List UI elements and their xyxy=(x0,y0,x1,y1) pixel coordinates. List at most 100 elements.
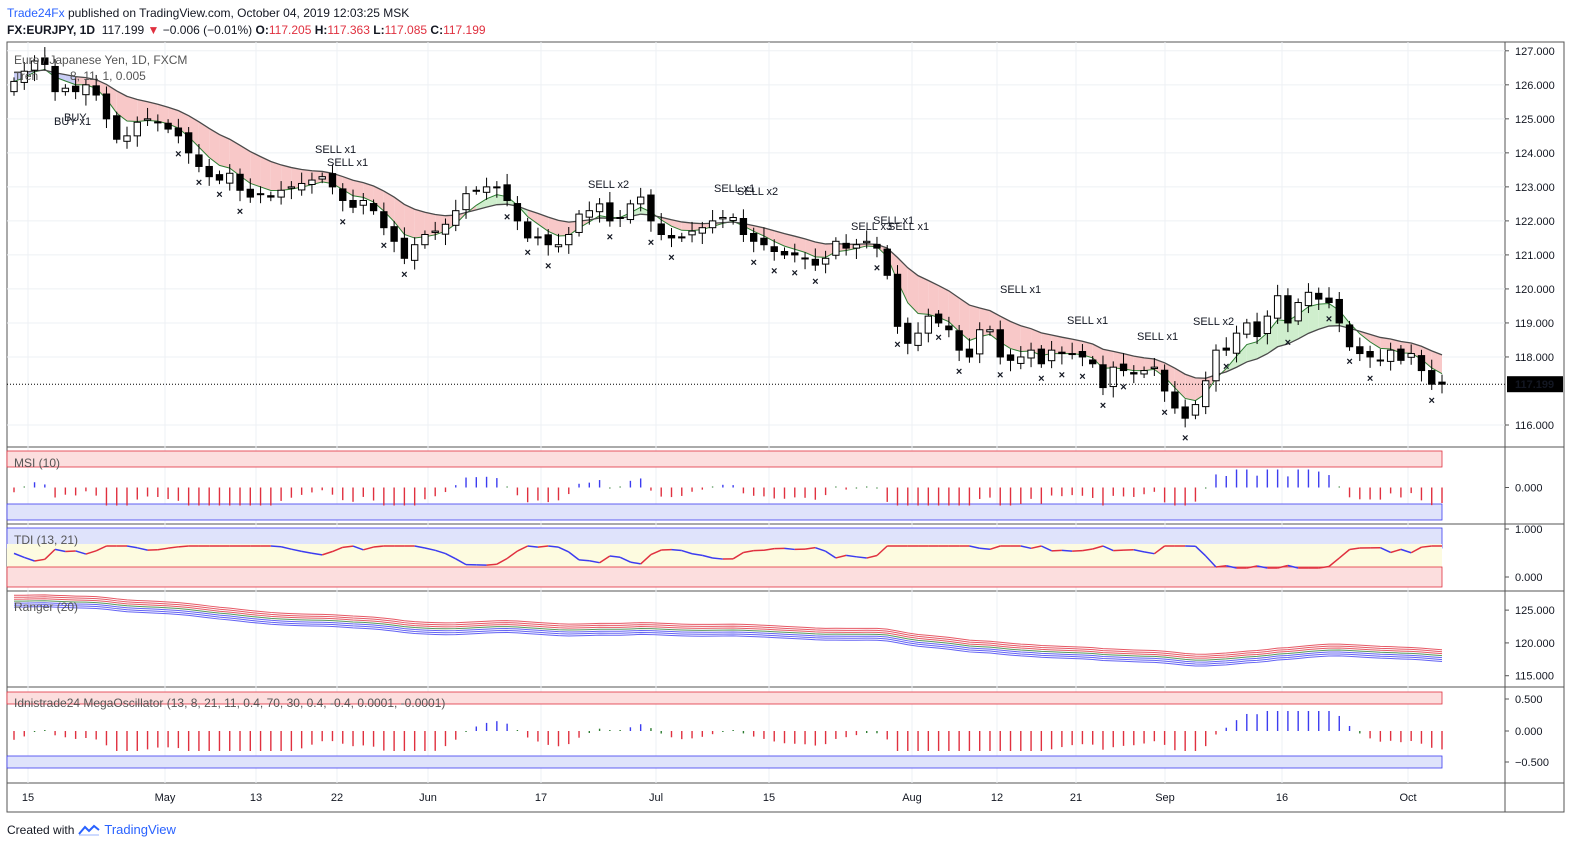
candle-body xyxy=(1428,370,1436,385)
x-tick-label: Jun xyxy=(419,792,437,804)
trend-cloud-segment xyxy=(281,164,292,191)
candle-body xyxy=(1089,359,1097,365)
tdi-line-segment xyxy=(630,561,641,565)
candle-body xyxy=(729,216,737,222)
tdi-line-segment xyxy=(732,551,744,560)
candle-body xyxy=(1150,366,1159,370)
trend-cloud-segment xyxy=(1164,362,1175,388)
candle-body xyxy=(215,174,224,181)
sell-signal-label: SELL x1 xyxy=(888,221,929,233)
ranger-line xyxy=(13,602,1443,663)
candle-body xyxy=(554,244,563,248)
candle-body xyxy=(1222,347,1230,351)
candle-body xyxy=(380,211,388,229)
trend-cloud-segment xyxy=(270,161,282,191)
candle-body xyxy=(1284,295,1292,324)
trend-cloud-segment xyxy=(959,297,970,341)
candle-body xyxy=(154,121,162,124)
sell-marker: × xyxy=(1223,361,1229,373)
tdi-line-segment xyxy=(1226,565,1237,569)
candle-body xyxy=(647,194,655,222)
down-triangle-icon: ▼ xyxy=(147,23,160,37)
candle-body xyxy=(143,118,152,121)
trend-cloud-segment xyxy=(558,220,569,236)
candle-body xyxy=(61,87,70,93)
tdi-line-segment xyxy=(280,546,292,550)
sell-marker: × xyxy=(956,366,962,378)
tdi-line-segment xyxy=(321,550,333,556)
trend-cloud-segment xyxy=(1257,332,1268,359)
tdi-line-segment xyxy=(34,558,45,562)
candle-body xyxy=(719,216,727,220)
candle-body xyxy=(893,273,902,327)
buy-signal-label: BUY xyxy=(64,112,87,124)
sell-signal-label: SELL x1 xyxy=(873,215,914,227)
sell-marker: × xyxy=(216,189,222,201)
candle-body xyxy=(873,243,881,249)
trend-cloud-segment xyxy=(671,219,682,231)
buy-signal-label: BUY x1 xyxy=(54,116,91,128)
tdi-line-segment xyxy=(681,549,693,555)
candle-body xyxy=(41,57,49,65)
tdi-line-segment xyxy=(856,556,867,559)
y-tick-label: 118.000 xyxy=(1515,352,1554,364)
trend-cloud-segment xyxy=(127,96,138,122)
trend-cloud-segment xyxy=(1308,304,1319,334)
tdi-lower-band xyxy=(6,566,1443,588)
footer-brand[interactable]: TradingView xyxy=(104,822,176,837)
trend-cloud-segment xyxy=(198,121,210,158)
tdi-line-segment xyxy=(1246,565,1258,569)
tdi-line-segment xyxy=(445,552,457,560)
candle-body xyxy=(493,186,501,189)
candle-body xyxy=(534,236,542,239)
tdi-line-segment xyxy=(784,547,795,551)
candle-body xyxy=(174,127,183,137)
trend-cloud-segment xyxy=(65,74,76,85)
last-price-tag-label: 117.199 xyxy=(1515,379,1554,391)
sell-marker: × xyxy=(237,206,243,218)
trend-cloud-segment xyxy=(1133,356,1145,371)
tdi-line-segment xyxy=(1061,549,1073,552)
trend-cloud-segment xyxy=(753,225,764,236)
candle-body xyxy=(1397,348,1405,361)
tdi-line-segment xyxy=(1338,548,1351,559)
candle-body xyxy=(657,223,665,235)
candle-body xyxy=(482,186,491,193)
trend-cloud-segment xyxy=(815,241,826,258)
trend-cloud-segment xyxy=(537,213,549,232)
trend-cloud-segment xyxy=(363,182,374,203)
candle-body xyxy=(1047,349,1056,362)
trend-cloud-segment xyxy=(383,191,395,222)
sell-marker: × xyxy=(1120,381,1126,393)
tdi-line-segment xyxy=(1153,545,1166,555)
low-label: L: xyxy=(373,23,385,37)
trend-cloud-segment xyxy=(897,257,908,303)
brand-link[interactable]: Trade24Fx xyxy=(7,6,65,20)
candle-body xyxy=(1366,351,1374,358)
trend-cloud-segment xyxy=(353,180,364,198)
trend-cloud-segment xyxy=(1092,343,1103,369)
tdi-line-segment xyxy=(619,556,631,563)
tdi-line-segment xyxy=(1133,549,1145,553)
sell-signal-label: SELL x3 xyxy=(851,221,892,233)
candle-body xyxy=(102,93,111,120)
tdi-line-segment xyxy=(640,554,652,565)
candle-body xyxy=(883,248,891,276)
tdi-line-segment xyxy=(1349,547,1360,551)
low-value: 117.085 xyxy=(384,23,428,37)
candle-body xyxy=(328,173,337,188)
trend-cloud-segment xyxy=(907,267,919,314)
tdi-line-segment xyxy=(168,546,179,549)
candle-body xyxy=(749,232,758,242)
y-tick-label: 116.000 xyxy=(1515,420,1554,432)
candle-body xyxy=(318,176,326,180)
trend-cloud-segment xyxy=(918,275,929,315)
trend-cloud-segment xyxy=(1185,374,1196,401)
trend-cloud-segment xyxy=(1246,341,1258,362)
sell-marker: × xyxy=(771,266,777,278)
candle-body xyxy=(904,322,912,344)
trend-cloud-segment xyxy=(1020,325,1032,352)
footer: Created with TradingView xyxy=(7,822,176,837)
candle-body xyxy=(636,196,645,205)
